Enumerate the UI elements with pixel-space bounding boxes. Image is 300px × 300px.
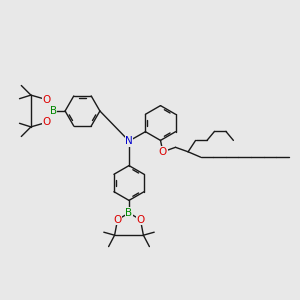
Text: B: B bbox=[125, 208, 133, 218]
Text: O: O bbox=[42, 94, 51, 105]
Text: O: O bbox=[113, 214, 122, 225]
Text: O: O bbox=[42, 117, 51, 128]
Text: B: B bbox=[50, 106, 57, 116]
Text: O: O bbox=[136, 214, 145, 225]
Text: N: N bbox=[125, 136, 133, 146]
Text: O: O bbox=[159, 147, 167, 157]
